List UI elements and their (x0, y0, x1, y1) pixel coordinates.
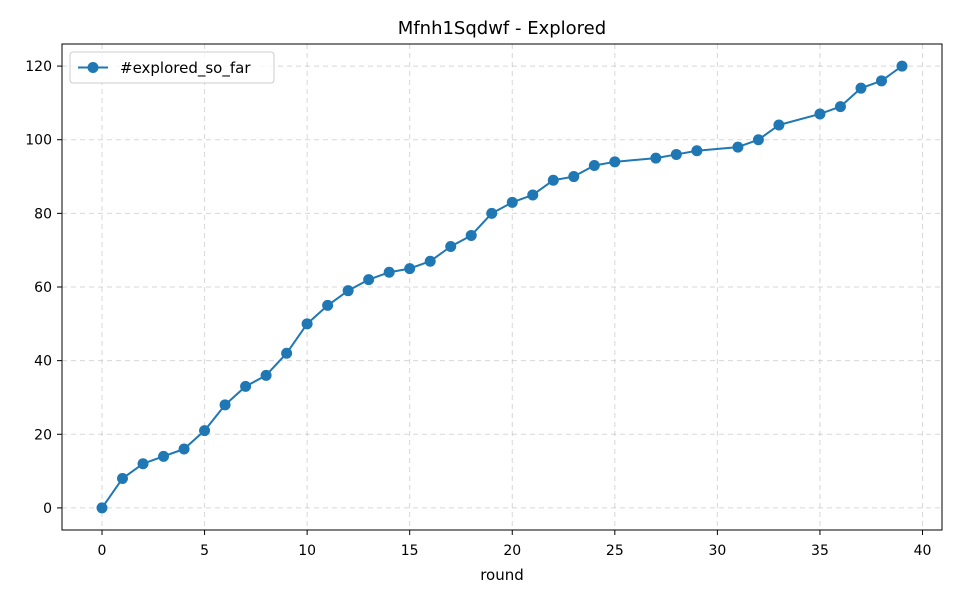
x-tick-label: 15 (401, 543, 419, 559)
data-point (875, 75, 887, 87)
data-point (158, 450, 170, 462)
data-point (547, 174, 559, 186)
data-point (486, 207, 498, 219)
data-point (383, 266, 395, 278)
data-point (834, 101, 846, 113)
data-point (199, 425, 211, 437)
y-tick-label: 60 (34, 280, 52, 296)
x-tick-label: 25 (606, 543, 624, 559)
data-point (732, 141, 744, 153)
x-tick-label: 0 (98, 543, 107, 559)
data-point (527, 189, 539, 201)
data-point (814, 108, 826, 120)
x-tick-label: 35 (811, 543, 829, 559)
data-point (322, 299, 334, 311)
data-point (404, 263, 416, 275)
data-point (609, 156, 621, 168)
series-layer (96, 60, 908, 514)
legend-entry-label: #explored_so_far (120, 59, 251, 78)
data-point (896, 60, 908, 72)
x-tick-label: 20 (503, 543, 521, 559)
data-point (301, 318, 313, 330)
data-point (96, 502, 108, 514)
data-point (342, 285, 354, 297)
x-tick-label: 40 (914, 543, 932, 559)
axis-ticks: 0 5 10 15 20 25 30 35 40 0 20 40 60 80 100 120 (25, 59, 931, 559)
data-point (445, 241, 457, 252)
data-point (670, 148, 682, 160)
data-point (240, 380, 252, 392)
data-point (363, 274, 375, 286)
data-point (506, 196, 518, 208)
data-point (568, 171, 580, 183)
x-tick-label: 10 (298, 543, 316, 559)
legend-box (69, 51, 275, 84)
y-tick-label: 40 (34, 354, 52, 370)
x-tick-label: 30 (708, 543, 726, 559)
data-point (465, 229, 477, 241)
data-point (178, 443, 190, 455)
y-tick-label: 120 (25, 59, 52, 75)
data-point (650, 152, 662, 164)
legend: #explored_so_far (69, 51, 275, 84)
y-tick-label: 20 (34, 427, 52, 443)
y-tick-label: 100 (25, 133, 52, 149)
x-axis-label: round (480, 566, 524, 584)
data-point (691, 145, 703, 157)
data-point (281, 347, 293, 359)
data-point (588, 160, 600, 171)
data-point (752, 134, 764, 146)
y-tick-label: 0 (43, 501, 52, 517)
data-point (137, 458, 149, 470)
data-point (855, 82, 867, 94)
data-point (117, 472, 129, 484)
x-tick-label: 5 (200, 543, 209, 559)
legend-marker-sample (87, 62, 99, 73)
grid-lines (62, 44, 942, 530)
data-point (219, 399, 231, 411)
data-point (260, 369, 272, 381)
y-tick-label: 80 (34, 206, 52, 222)
data-point (424, 255, 436, 267)
chart-title: Mfnh1Sqdwf - Explored (398, 18, 606, 39)
data-point (773, 119, 785, 131)
